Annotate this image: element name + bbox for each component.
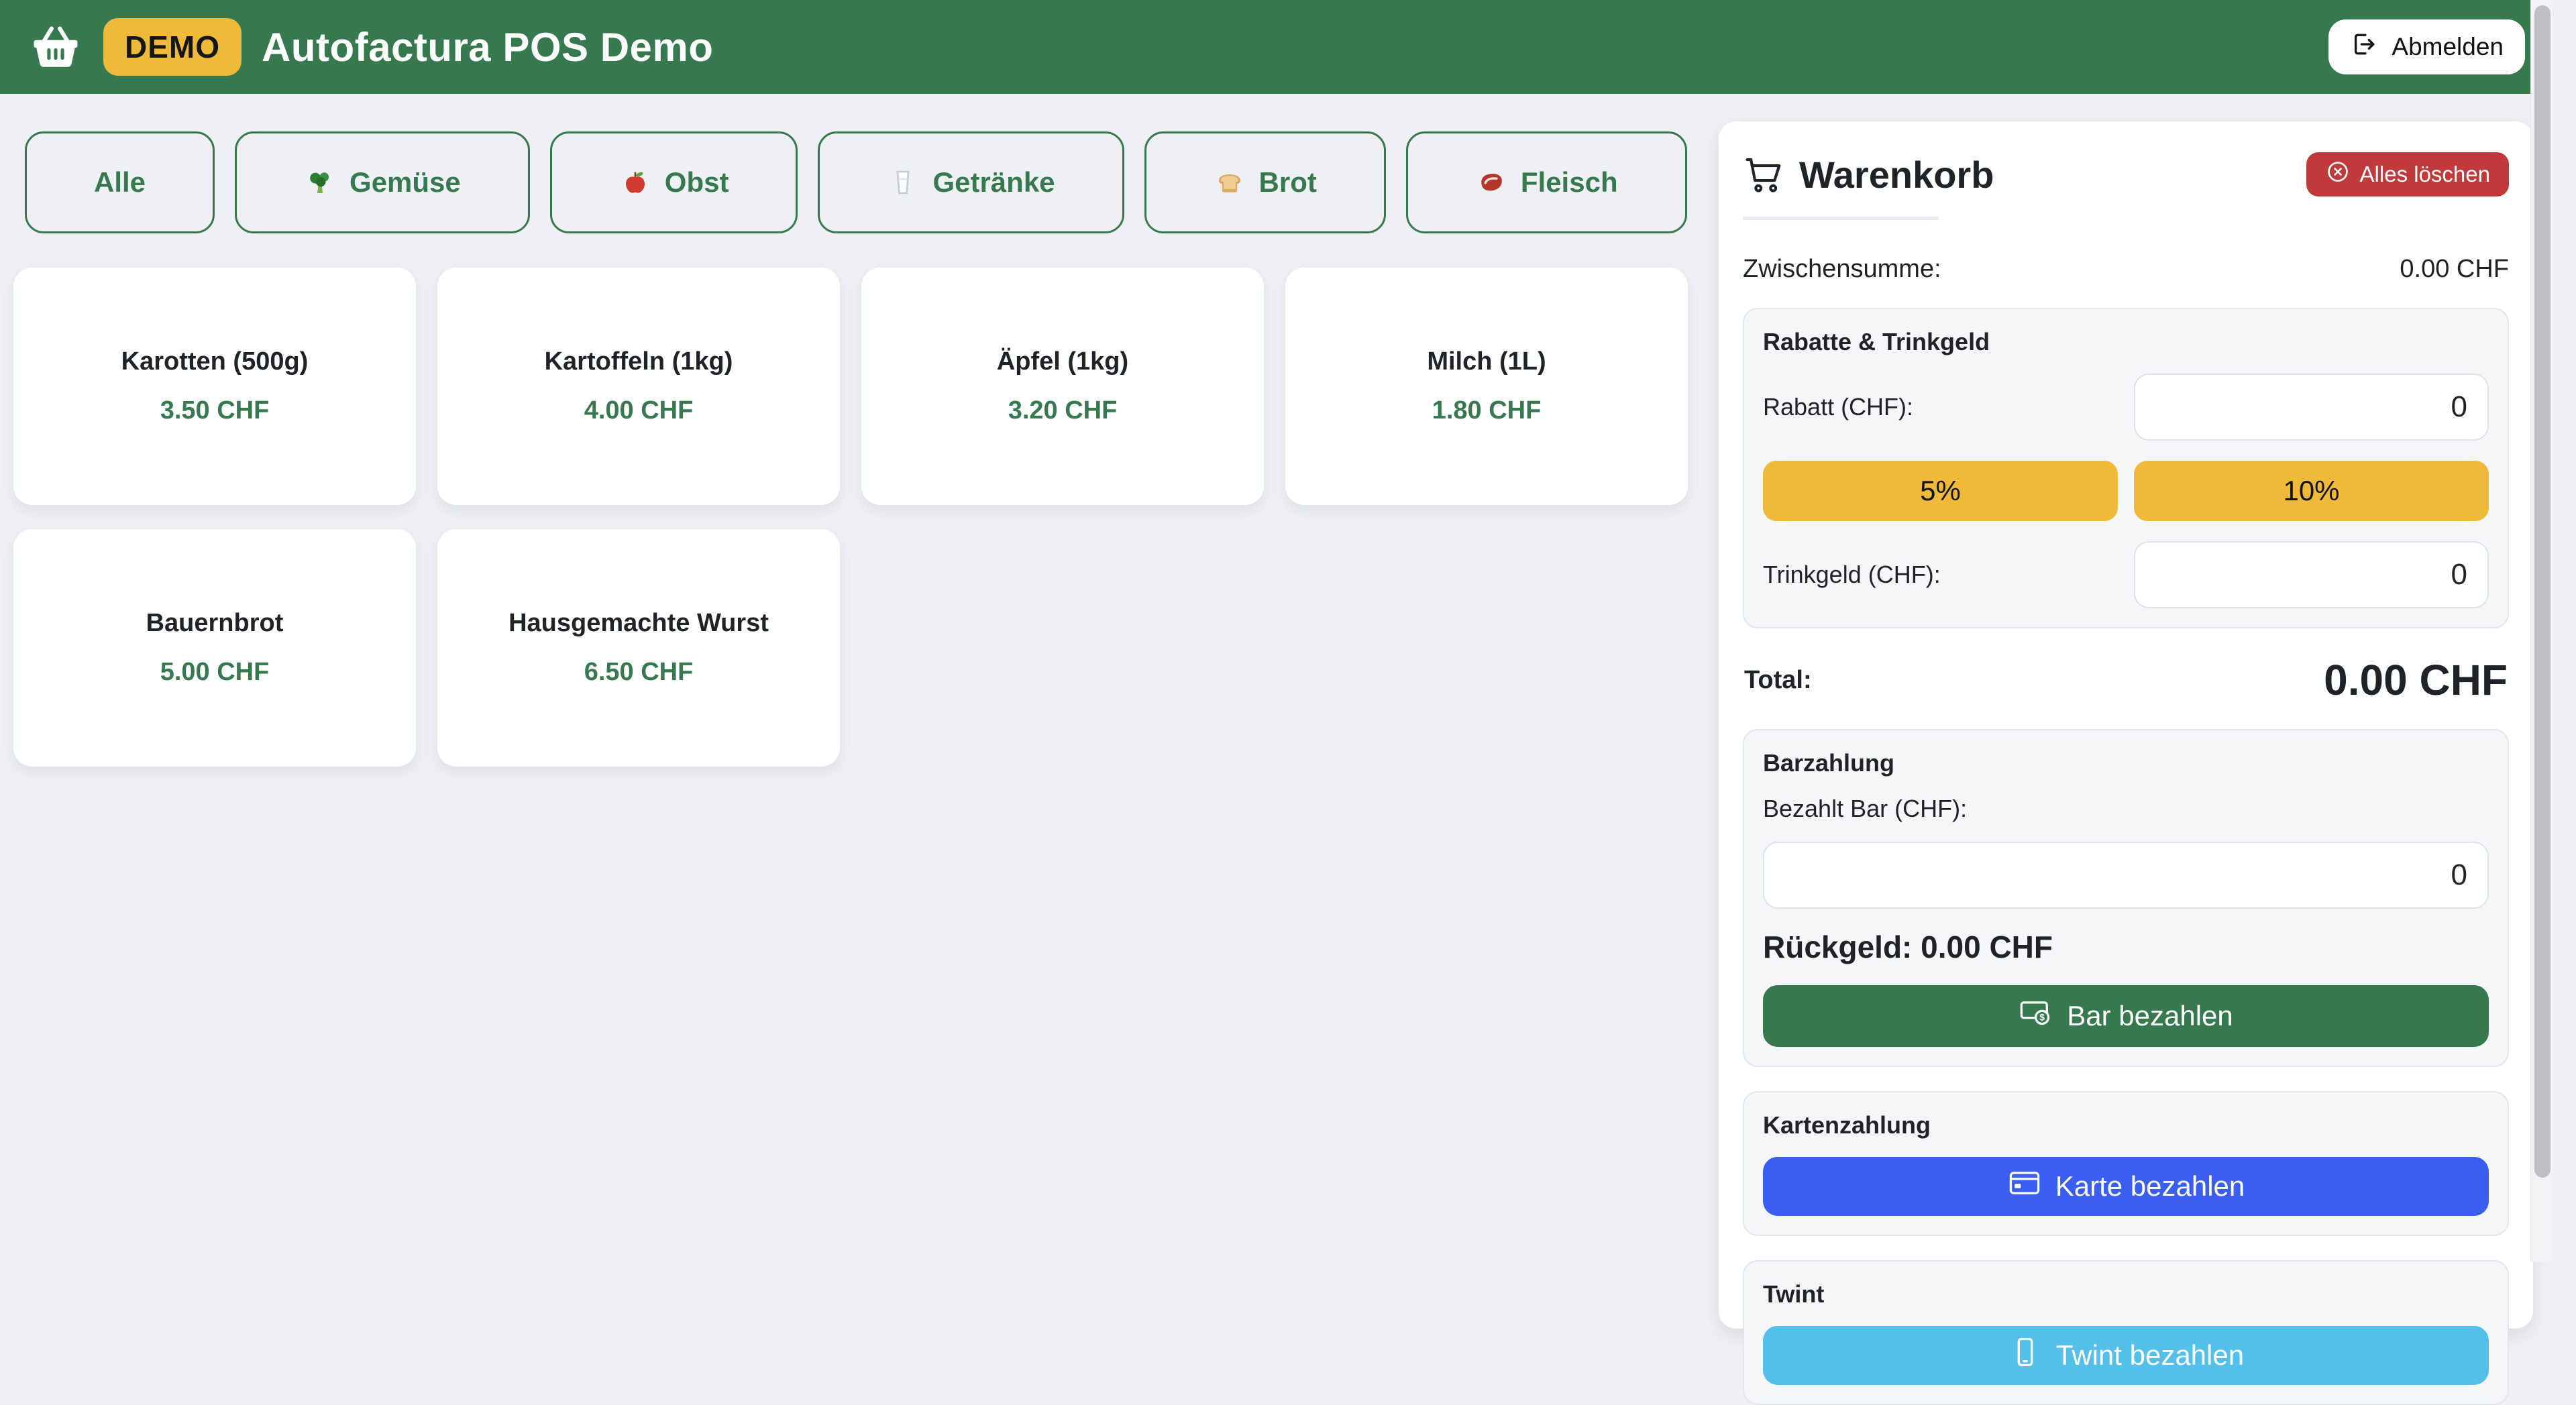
subtotal-value: 0.00 CHF <box>2400 255 2509 283</box>
shopping-basket-icon <box>28 19 83 74</box>
discount-input[interactable] <box>2134 374 2489 441</box>
product-card-bauernbrot[interactable]: Bauernbrot 5.00 CHF <box>13 529 416 767</box>
clear-cart-button[interactable]: Alles löschen <box>2306 152 2509 196</box>
broccoli-icon <box>304 166 336 199</box>
app-title: Autofactura POS Demo <box>262 24 714 70</box>
meat-icon <box>1475 166 1507 199</box>
product-price: 3.50 CHF <box>160 396 270 425</box>
product-card-karotten[interactable]: Karotten (500g) 3.50 CHF <box>13 268 416 505</box>
product-card-wurst[interactable]: Hausgemachte Wurst 6.50 CHF <box>437 529 840 767</box>
scrollbar-track[interactable] <box>2530 0 2553 1262</box>
smartphone-icon <box>2008 1335 2043 1376</box>
cart-icon <box>1746 158 1781 192</box>
change-label: Rückgeld: 0.00 CHF <box>1763 930 2053 964</box>
discounts-title: Rabatte & Trinkgeld <box>1763 328 1990 355</box>
total-value: 0.00 CHF <box>2324 656 2508 704</box>
product-price: 6.50 CHF <box>584 658 694 686</box>
logout-icon <box>2350 30 2379 65</box>
category-brot-button[interactable]: Brot <box>1144 131 1386 233</box>
category-alle-button[interactable]: Alle <box>25 131 215 233</box>
demo-badge: DEMO <box>103 18 241 76</box>
discounts-section: Rabatte & Trinkgeld Rabatt (CHF): 5% 10%… <box>1743 308 2509 628</box>
product-name: Hausgemachte Wurst <box>508 609 769 637</box>
category-obst-button[interactable]: Obst <box>549 131 798 233</box>
subtotal-label: Zwischensumme: <box>1743 255 1941 283</box>
product-name: Kartoffeln (1kg) <box>544 347 733 376</box>
cart-title: Warenkorb <box>1743 153 1994 196</box>
product-name: Äpfel (1kg) <box>996 347 1129 376</box>
tip-input[interactable] <box>2134 541 2489 608</box>
twint-payment-section: Twint Twint bezahlen <box>1743 1260 2509 1405</box>
scrollbar-thumb[interactable] <box>2534 5 2551 1178</box>
product-card-kartoffeln[interactable]: Kartoffeln (1kg) 4.00 CHF <box>437 268 840 505</box>
cash-paid-input[interactable] <box>1763 842 2489 909</box>
svg-text:$: $ <box>2039 1012 2045 1023</box>
app-header: DEMO Autofactura POS Demo Abmelden <box>0 0 2553 94</box>
pay-twint-button[interactable]: Twint bezahlen <box>1763 1326 2489 1385</box>
cart-panel: Warenkorb Alles löschen Zwischensumme: 0… <box>1719 121 2533 1405</box>
category-getraenke-button[interactable]: Getränke <box>818 131 1124 233</box>
category-filter-bar: Alle Gemüse <box>25 131 1694 233</box>
product-price: 1.80 CHF <box>1432 396 1542 425</box>
logout-button[interactable]: Abmelden <box>2328 19 2525 74</box>
tip-label: Trinkgeld (CHF): <box>1763 561 1941 588</box>
category-gemuese-button[interactable]: Gemüse <box>235 131 530 233</box>
card-payment-section: Kartenzahlung Karte bezahlen <box>1743 1091 2509 1236</box>
product-card-aepfel[interactable]: Äpfel (1kg) 3.20 CHF <box>861 268 1264 505</box>
product-name: Milch (1L) <box>1427 347 1546 376</box>
banknote-dollar-icon: $ <box>2019 995 2053 1037</box>
divider <box>1743 217 1939 220</box>
product-area: Alle Gemüse <box>13 131 1694 767</box>
twint-title: Twint <box>1763 1280 1825 1308</box>
pay-card-button[interactable]: Karte bezahlen <box>1763 1157 2489 1216</box>
cash-title: Barzahlung <box>1763 749 1895 777</box>
discount-10-percent-button[interactable]: 10% <box>2134 461 2489 521</box>
milk-glass-icon <box>887 166 919 199</box>
x-circle-icon <box>2325 159 2351 190</box>
product-price: 3.20 CHF <box>1008 396 1118 425</box>
cash-payment-section: Barzahlung Bezahlt Bar (CHF): Rückgeld: … <box>1743 729 2509 1067</box>
apple-icon <box>619 166 651 199</box>
credit-card-icon <box>2007 1166 2042 1207</box>
product-card-milch[interactable]: Milch (1L) 1.80 CHF <box>1285 268 1688 505</box>
discount-5-percent-button[interactable]: 5% <box>1763 461 2118 521</box>
products-grid: Karotten (500g) 3.50 CHF Kartoffeln (1kg… <box>13 268 1694 767</box>
total-label: Total: <box>1744 665 1812 694</box>
product-price: 5.00 CHF <box>160 658 270 686</box>
bread-icon <box>1214 166 1246 199</box>
cash-paid-label: Bezahlt Bar (CHF): <box>1763 795 1968 822</box>
discount-label: Rabatt (CHF): <box>1763 393 1914 420</box>
product-price: 4.00 CHF <box>584 396 694 425</box>
card-title: Kartenzahlung <box>1763 1111 1931 1139</box>
pay-cash-button[interactable]: $ Bar bezahlen <box>1763 985 2489 1047</box>
product-name: Karotten (500g) <box>121 347 309 376</box>
product-name: Bauernbrot <box>146 609 284 637</box>
category-fleisch-button[interactable]: Fleisch <box>1405 131 1687 233</box>
